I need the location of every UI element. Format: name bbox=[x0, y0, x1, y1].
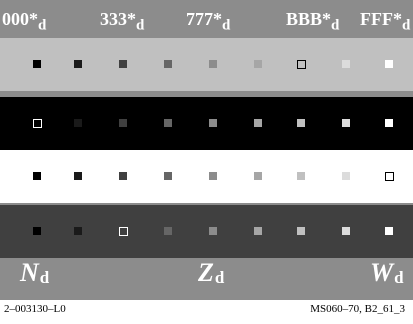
gray-swatch bbox=[254, 227, 262, 235]
gray-swatch bbox=[164, 227, 172, 235]
gray-swatch bbox=[164, 119, 172, 127]
bottom-label-n: Nd bbox=[20, 258, 50, 287]
gray-swatch bbox=[209, 60, 217, 68]
gray-swatch bbox=[342, 227, 350, 235]
bottom-label-w: Wd bbox=[370, 258, 404, 287]
gray-swatch bbox=[119, 119, 127, 127]
gray-swatch bbox=[342, 60, 350, 68]
footer-right-code: MS060–70, B2_61_3 bbox=[310, 303, 405, 315]
gray-swatch bbox=[209, 227, 217, 235]
gray-band-1 bbox=[0, 38, 413, 91]
gray-band-2 bbox=[0, 97, 413, 150]
gray-swatch bbox=[385, 60, 393, 68]
marked-gray-swatch bbox=[297, 60, 306, 69]
gray-swatch bbox=[33, 60, 41, 68]
gray-swatch bbox=[119, 172, 127, 180]
gray-swatch bbox=[164, 172, 172, 180]
gray-swatch bbox=[119, 60, 127, 68]
gray-swatch bbox=[297, 119, 305, 127]
top-label-bbb: BBB*d bbox=[286, 9, 340, 34]
gray-swatch bbox=[385, 227, 393, 235]
marked-gray-swatch bbox=[33, 119, 42, 128]
gray-band-3 bbox=[0, 150, 413, 203]
top-label-777: 777*d bbox=[186, 9, 231, 34]
gray-swatch bbox=[74, 227, 82, 235]
marked-gray-swatch bbox=[119, 227, 128, 236]
top-labels: 000*d 333*d 777*d BBB*d FFF*d bbox=[0, 0, 413, 38]
top-label-000: 000*d bbox=[2, 9, 47, 34]
gray-swatch bbox=[385, 119, 393, 127]
gray-swatch bbox=[74, 60, 82, 68]
top-label-fff: FFF*d bbox=[360, 9, 411, 34]
gray-swatch bbox=[209, 172, 217, 180]
gray-swatch bbox=[209, 119, 217, 127]
gray-swatch bbox=[297, 227, 305, 235]
footer-left-code: 2–003130–L0 bbox=[4, 303, 66, 315]
gray-swatch bbox=[33, 227, 41, 235]
marked-gray-swatch bbox=[385, 172, 394, 181]
gray-swatch bbox=[254, 172, 262, 180]
gray-swatch bbox=[164, 60, 172, 68]
gray-swatch bbox=[33, 172, 41, 180]
bottom-label-z: Zd bbox=[198, 258, 225, 287]
gray-swatch bbox=[342, 172, 350, 180]
gray-swatch bbox=[74, 172, 82, 180]
gray-swatch bbox=[74, 119, 82, 127]
gray-band-4 bbox=[0, 205, 413, 258]
gray-swatch bbox=[297, 172, 305, 180]
top-label-333: 333*d bbox=[100, 9, 145, 34]
gray-swatch bbox=[254, 119, 262, 127]
gray-swatch bbox=[342, 119, 350, 127]
gray-swatch bbox=[254, 60, 262, 68]
